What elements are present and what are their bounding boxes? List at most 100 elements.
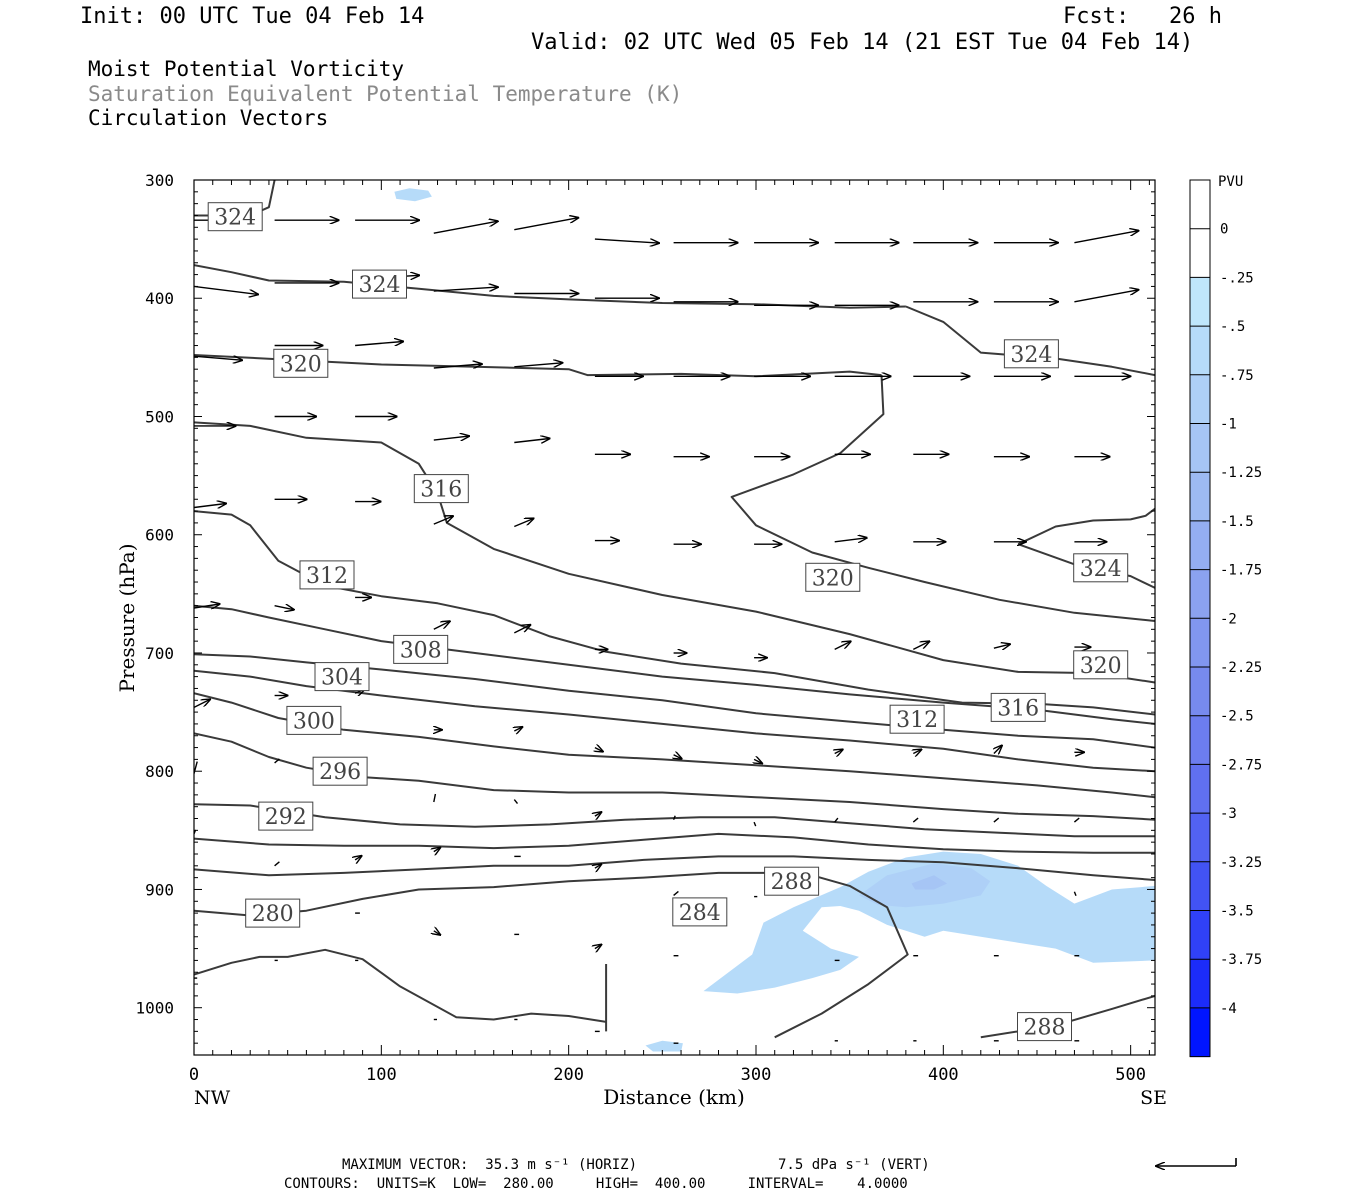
y-tick-label: 400 [145,289,174,308]
colorbar-tick-label: -.5 [1220,319,1245,335]
contour-label-text: 320 [812,566,854,591]
theta-es-contour-288-5 [194,832,1155,854]
colorbar-tick-label: 0 [1220,222,1228,238]
pv-region-4 [645,1040,683,1052]
y-tick-label: 600 [145,526,174,545]
contour-label-box [1073,553,1129,583]
contour-label-text: 324 [1010,343,1052,368]
colorbar-swatch [1190,959,1210,1009]
colorbar-swatch [1190,667,1210,717]
contour-label-324: 324 [207,202,263,232]
y-tick-label: 300 [145,171,174,190]
circulation-vector [595,748,603,752]
circulation-vector [993,817,1000,823]
circulation-vector [1074,290,1138,303]
theta-es-contour-280-0 [194,948,607,1023]
colorbar-tick-label: -3.5 [1220,904,1254,920]
contour-label-312: 312 [299,560,355,590]
colorbar-swatch [1190,180,1210,230]
valid-time: Valid: 02 UTC Wed 05 Feb 14 (21 EST Tue … [531,30,1194,55]
contour-label-text: 280 [252,902,294,927]
colorbar-swatch [1190,472,1210,522]
contour-label-324: 324 [352,269,407,299]
contour-label-box [1003,339,1059,369]
contour-label-text: 324 [1080,557,1122,582]
circulation-vector [355,342,403,346]
circulation-vector [194,285,258,294]
circulation-vector [912,641,929,651]
circulation-vector [913,750,921,754]
x-tick-label: 100 [366,1065,397,1085]
circulation-vector [834,641,851,651]
y-tick-label: 800 [145,762,174,781]
x-end-label-nw: NW [194,1087,231,1109]
colorbar-swatch [1190,861,1210,911]
contour-label-320: 320 [273,348,329,378]
max-vector-horiz: MAXIMUM VECTOR: 35.3 m s⁻¹ (HORIZ) [342,1157,638,1173]
contour-label-text: 288 [771,870,813,895]
field-title-mpv: Moist Potential Vorticity [88,57,405,81]
circulation-vector [673,890,679,896]
y-tick-label: 900 [145,880,174,899]
contour-label-288: 288 [764,866,820,896]
contour-label-box [805,562,861,592]
theta-es-contour-316-13 [194,510,1155,716]
circulation-vector [433,621,450,630]
colorbar-swatch [1190,326,1210,376]
circulation-vector [594,238,659,243]
circulation-vector [355,856,361,860]
circulation-vector [753,821,757,827]
forecast-hour: Fcst: 26 h [1063,4,1222,29]
theta-es-contour-296-8 [194,732,1155,821]
contour-label-text: 324 [359,273,401,298]
colorbar-swatch [1190,715,1210,765]
contour-label-box [413,474,469,504]
circulation-vector [672,815,676,820]
contour-label-text: 312 [306,564,348,589]
colorbar-tick-label: -1 [1220,417,1237,433]
contour-label-box [299,560,355,590]
contour-label-box [273,348,329,378]
x-axis-label: Distance (km) [603,1085,745,1109]
max-vector-vert: 7.5 dPa s⁻¹ (VERT) [778,1157,930,1173]
colorbar-tick-label: -2.75 [1220,757,1262,773]
contour-label-text: 320 [280,352,322,377]
contour-label-box [286,705,342,735]
theta-es-contour-284-3 [194,855,1155,881]
contour-label-box [312,756,368,786]
contour-label-text: 316 [997,696,1039,721]
circulation-vector [514,439,549,443]
circulation-vector [433,221,498,234]
contour-label-320: 320 [805,562,861,592]
colorbar-swatch [1190,228,1210,278]
contour-label-280: 280 [245,898,301,928]
contour-label-324: 324 [1073,553,1129,583]
circulation-vector [274,758,280,764]
contour-label-304: 304 [314,662,370,692]
circulation-vector [1073,891,1077,897]
circulation-vector [1074,231,1138,244]
contour-label-296: 296 [312,756,368,786]
colorbar-tick-label: -.75 [1220,368,1254,384]
theta-es-contour-320-16 [730,375,1155,622]
contour-label-box [1017,1012,1072,1042]
contour-label-box [990,692,1046,722]
contour-label-text: 300 [293,709,335,734]
contour-label-text: 324 [214,206,256,231]
circulation-vector [994,746,1002,754]
contour-label-text: 316 [420,478,462,503]
x-tick-label: 300 [741,1065,772,1085]
colorbar-tick-label: -2.25 [1220,660,1262,676]
init-time: Init: 00 UTC Tue 04 Feb 14 [80,4,425,29]
contour-label-308: 308 [393,634,449,664]
x-tick-label: 0 [189,1065,199,1085]
contour-label-text: 292 [265,805,307,830]
pv-region-2 [911,875,948,890]
circulation-vector [912,817,919,823]
circulation-vector [514,363,562,367]
contour-label-316: 316 [990,692,1046,722]
circulation-vector [274,606,294,610]
colorbar-swatch [1190,764,1210,814]
circulation-vector [194,699,210,709]
contour-label-box [258,801,314,831]
